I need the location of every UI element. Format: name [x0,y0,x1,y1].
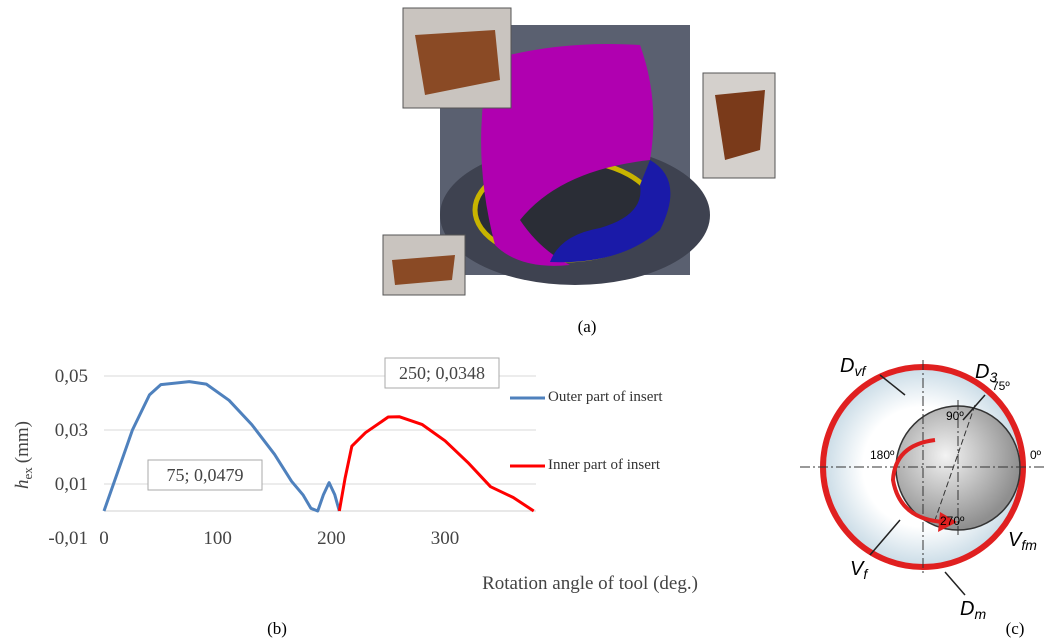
legend-label: Inner part of insert [548,456,678,475]
angle-label: 0º [1030,448,1042,462]
angle-label: 180º [870,448,895,462]
panel-label: (b) [267,619,287,638]
y-label-subscript: ex [20,467,35,480]
diagram-c: Dvf D3 Dm Vf Vfm 75º 90º 180º 0º 270º [800,355,1045,622]
panel-label: (a) [578,317,597,336]
y-axis-label: hex (mm) [12,421,35,489]
label-sub: m [974,606,986,622]
figure: (a) (b) (c) Rotation angle of tool (deg.… [0,0,1049,642]
label-sub: vf [854,363,867,379]
label-base: D [975,361,989,383]
legend-label: Outer part of insert [548,388,678,407]
label-base: D [840,355,854,377]
annotation: 250; 0,0348 [399,363,485,383]
label-sub: f [863,566,869,582]
label-sub: fm [1021,537,1037,553]
y-tick-label: 0,01 [55,474,88,495]
angle-label: 90º [946,409,964,423]
chart-b: -0,01 0,01 0,03 0,05 0 100 200 300 75; 0,0479 250… [48,358,545,549]
annotation: 75; 0,0479 [166,465,243,485]
panel-label: (c) [1006,619,1025,638]
illustration-a [383,8,775,295]
angle-label: 270º [940,514,965,528]
diagram-label: Dvf [840,355,867,379]
y-tick-label: 0,05 [55,366,88,387]
diagram-label: Dm [960,598,986,622]
line-series [104,382,339,511]
y-label-symbol: h [12,480,33,490]
y-tick-label: 0,03 [55,420,88,441]
label-base: D [960,598,974,620]
diagram-label: Vfm [1008,529,1037,553]
y-label-unit: (mm) [12,421,33,463]
y-tick-label: -0,01 [48,528,88,549]
diagram-label: Vf [850,558,869,582]
x-axis-label: Rotation angle of tool (deg.) [482,573,698,594]
figure-svg: (a) (b) (c) Rotation angle of tool (deg.… [0,0,1049,642]
line-series [339,417,533,511]
x-tick-label: 0 [99,528,109,549]
x-tick-label: 300 [431,528,460,549]
x-tick-label: 200 [317,528,346,549]
angle-label: 75º [992,379,1010,393]
x-tick-label: 100 [203,528,232,549]
